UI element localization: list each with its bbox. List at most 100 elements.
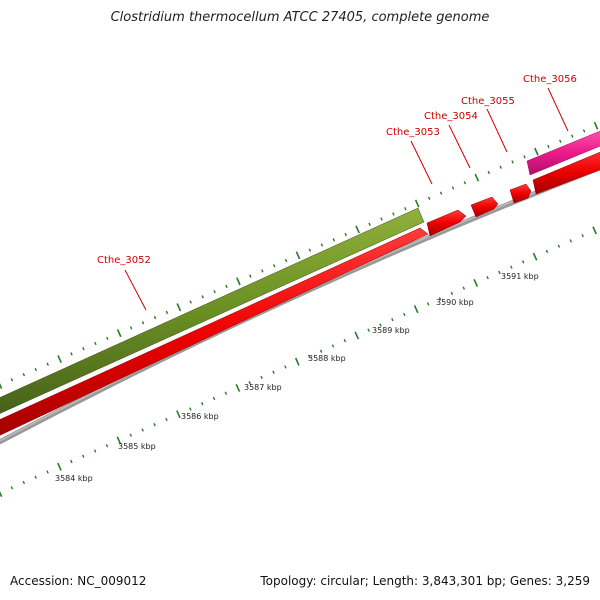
scale-label-3589: 3589 kbp — [372, 326, 410, 335]
map-title: Clostridium thermocellum ATCC 27405, com… — [110, 10, 490, 25]
outer-tick — [249, 274, 252, 278]
outer-tick — [284, 258, 288, 263]
scale-tick — [486, 276, 489, 280]
scale-tick — [153, 423, 156, 427]
outer-tick — [176, 303, 182, 312]
scale-label-3586: 3586 kbp — [181, 412, 219, 421]
scale-tick — [57, 462, 62, 471]
scale-tick — [462, 286, 466, 290]
scale-tick — [284, 365, 287, 369]
scale-tick — [367, 328, 370, 332]
outer-tick — [559, 139, 562, 143]
gene-cthe-3054[interactable] — [470, 196, 499, 218]
gene-label-cthe-3054[interactable]: Cthe_3054 — [424, 111, 478, 122]
outer-tick — [547, 144, 550, 149]
outer-tick — [582, 129, 586, 133]
outer-tick — [355, 225, 360, 234]
scale-tick — [10, 486, 14, 490]
gene-cthe-3056[interactable] — [526, 127, 600, 176]
gene-cthe-3055[interactable] — [509, 183, 532, 204]
scale-tick — [307, 354, 311, 359]
gene-right-red[interactable] — [532, 148, 600, 195]
scale-tick — [212, 396, 216, 401]
scale-tick — [81, 454, 85, 458]
scale-tick — [235, 383, 241, 392]
scale-label-3584: 3584 kbp — [55, 474, 93, 483]
scale-label-3591: 3591 kbp — [501, 272, 539, 281]
scale-tick — [498, 270, 501, 275]
outer-tick — [414, 199, 420, 208]
gene-label-cthe-3053[interactable]: Cthe_3053 — [386, 127, 440, 138]
scale-tick — [93, 449, 97, 453]
scale-tick — [510, 265, 513, 269]
outer-tick — [511, 160, 514, 164]
outer-tick — [368, 222, 371, 226]
scale-label-3588: 3588 kbp — [308, 354, 346, 363]
scale-tick — [545, 249, 549, 254]
scale-tick — [294, 357, 300, 366]
scale-tick — [343, 339, 347, 343]
outer-tick — [380, 217, 383, 221]
outer-tick — [320, 243, 324, 247]
scale-tick — [46, 470, 49, 474]
outer-tick — [439, 191, 443, 195]
outer-tick — [392, 212, 395, 216]
scale-tick — [189, 407, 192, 411]
scale-tick — [165, 417, 168, 422]
scale-tick — [200, 402, 204, 406]
gene-label-cthe-3052[interactable]: Cthe_3052 — [97, 255, 151, 266]
scale-tick — [105, 444, 109, 448]
outer-tick — [129, 326, 133, 330]
outer-tick — [0, 382, 3, 390]
scale-tick — [129, 433, 133, 437]
scale-tick-row — [0, 226, 597, 498]
scale-tick — [413, 305, 419, 314]
outer-tick — [427, 196, 431, 200]
outer-tick — [57, 355, 62, 364]
outer-tick — [593, 121, 599, 130]
outer-tick — [308, 248, 312, 252]
scale-tick — [224, 391, 228, 395]
outer-tick — [10, 378, 14, 382]
outer-tick — [332, 238, 336, 242]
gene-label-cthe-3056[interactable]: Cthe_3056 — [523, 74, 577, 85]
outer-tick — [201, 295, 204, 299]
outer-tick — [499, 165, 502, 169]
outer-tick — [487, 170, 491, 175]
outer-tick — [46, 362, 49, 366]
scale-tick — [116, 436, 122, 445]
scale-tick — [141, 428, 144, 432]
scale-tick — [438, 297, 442, 301]
scale-tick — [391, 318, 394, 322]
scale-tick — [532, 252, 538, 261]
scale-tick — [569, 239, 573, 243]
scale-tick — [34, 475, 37, 479]
outer-tick — [570, 134, 574, 138]
outer-tick — [474, 173, 480, 182]
scale-tick — [581, 234, 584, 238]
outer-tick — [534, 147, 539, 156]
gene-cthe-3053[interactable] — [426, 209, 467, 237]
outer-tick — [82, 347, 85, 351]
gene-cthe-3052-red[interactable] — [0, 227, 429, 440]
gene-label-cthe-3055[interactable]: Cthe_3055 — [461, 96, 515, 107]
outer-tick — [213, 290, 216, 294]
outer-tick — [189, 300, 192, 304]
outer-tick — [165, 310, 169, 315]
scale-tick — [379, 323, 382, 327]
scale-tick — [176, 410, 181, 419]
scale-tick — [248, 381, 251, 385]
scale-tick — [521, 260, 525, 264]
scale-tick — [557, 244, 561, 248]
outer-tick — [141, 321, 145, 325]
scale-label-3590: 3590 kbp — [436, 298, 474, 307]
outer-tick — [22, 373, 26, 377]
scale-tick — [0, 490, 3, 498]
outer-tick — [70, 352, 73, 356]
scale-tick — [319, 349, 323, 353]
scale-tick — [403, 312, 406, 317]
outer-tick — [404, 207, 407, 211]
gene-cthe-3052[interactable] — [0, 207, 425, 418]
outer-tick — [261, 269, 264, 273]
scale-tick — [450, 291, 454, 296]
